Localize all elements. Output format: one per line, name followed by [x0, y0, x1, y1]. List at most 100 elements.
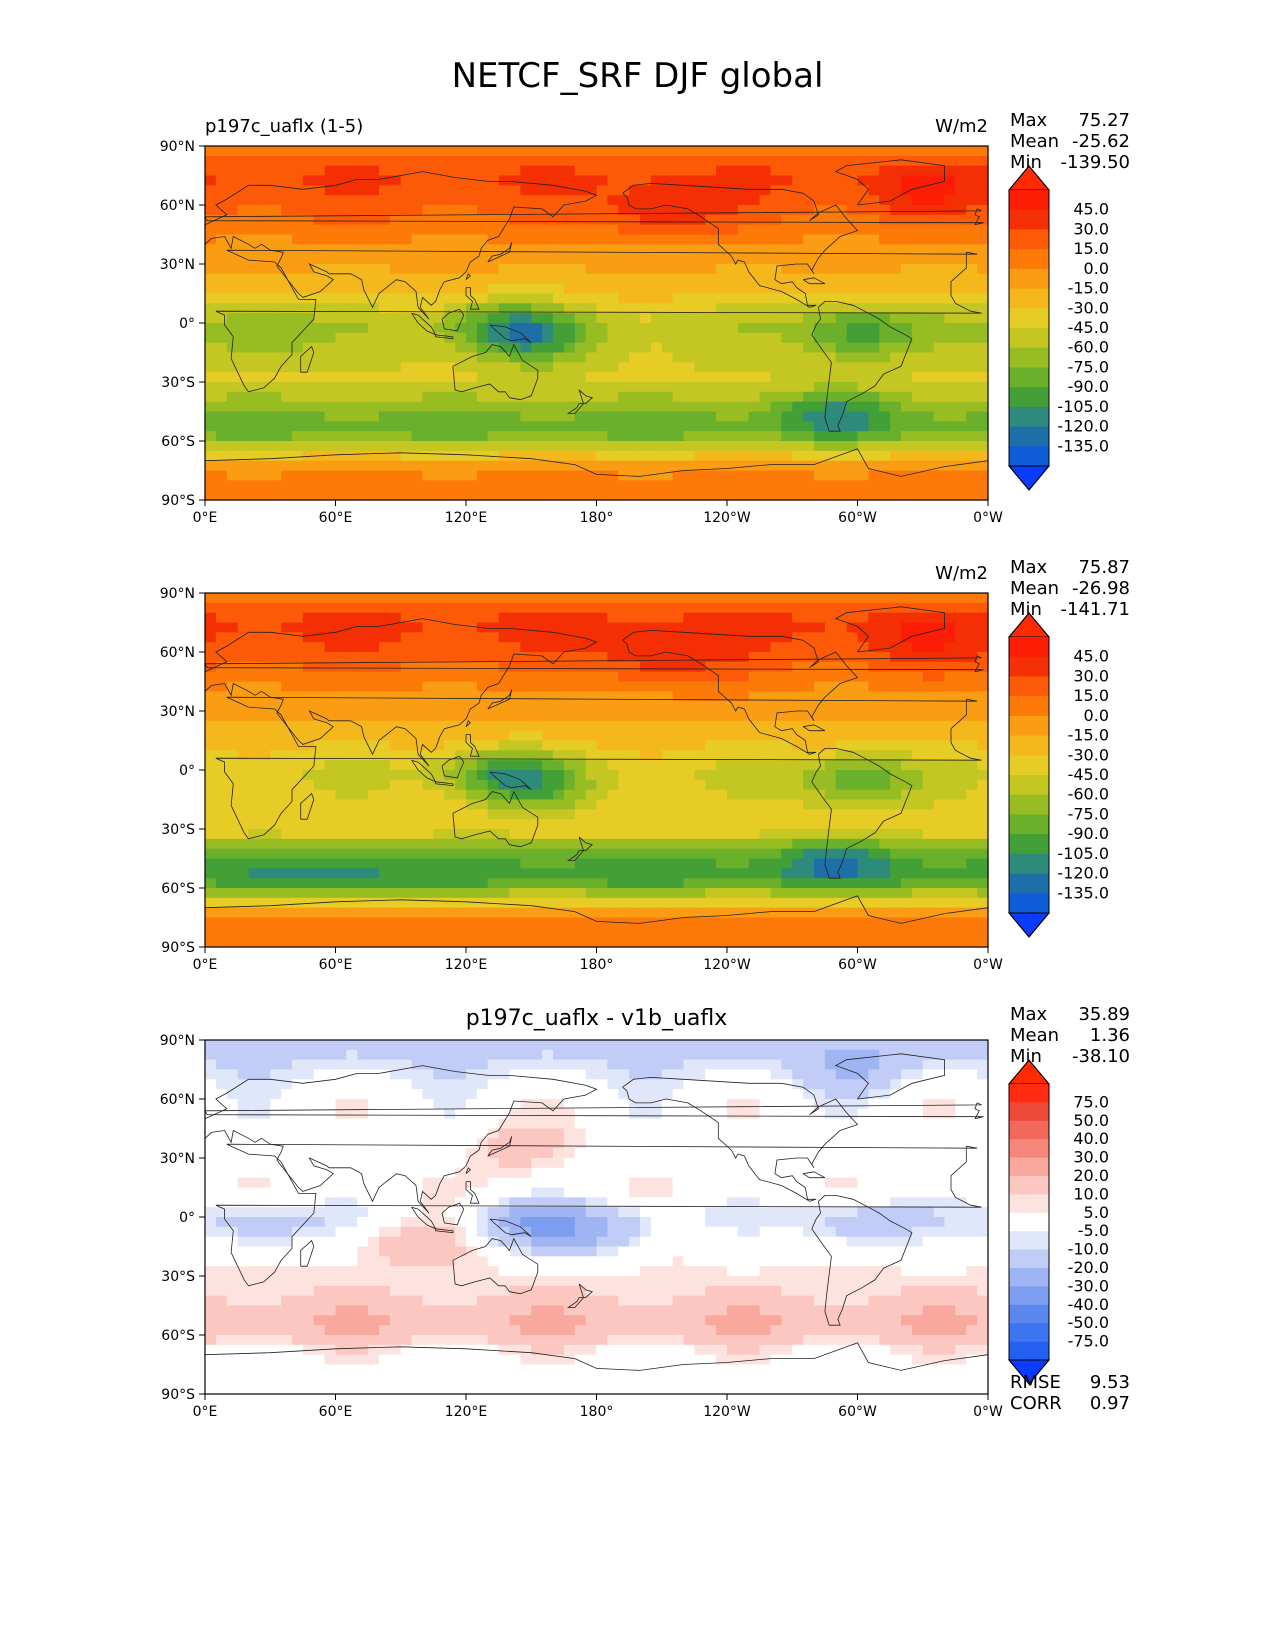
field-cell: [498, 720, 511, 732]
field-cell: [955, 770, 967, 781]
field-cell: [281, 205, 293, 216]
field-cell: [248, 254, 260, 265]
field-cell: [346, 848, 358, 860]
field-cell: [205, 642, 217, 653]
field-cell: [803, 490, 815, 501]
field-cell: [955, 661, 967, 673]
field-cell: [694, 431, 706, 442]
field-cell: [259, 362, 271, 373]
field-cell: [433, 273, 445, 285]
field-cell: [781, 661, 793, 673]
field-cell: [444, 480, 456, 491]
field-cell: [879, 382, 891, 393]
field-cell: [466, 175, 478, 186]
field-cell: [205, 421, 217, 432]
field-cell: [640, 323, 652, 334]
field-cell: [292, 264, 304, 275]
field-cell: [542, 868, 554, 879]
field-cell: [531, 214, 543, 226]
field-cell: [705, 848, 717, 860]
field-cell: [400, 214, 413, 226]
field-cell: [737, 490, 750, 501]
field-cell: [248, 470, 260, 481]
field-cell: [661, 809, 674, 820]
field-cell: [824, 175, 837, 186]
field-cell: [509, 244, 521, 255]
field-cell: [683, 799, 695, 810]
field-cell: [748, 701, 761, 712]
field-cell: [944, 779, 956, 791]
field-cell: [618, 819, 630, 830]
field-cell: [759, 342, 772, 354]
field-cell: [629, 401, 641, 413]
field-cell: [205, 195, 217, 206]
field-cell: [411, 362, 424, 373]
field-cell: [542, 819, 554, 830]
field-cell: [629, 293, 641, 304]
field-cell: [977, 214, 989, 226]
field-cell: [498, 671, 511, 683]
field-cell: [868, 165, 880, 177]
field-cell: [683, 760, 695, 771]
field-cell: [248, 593, 260, 604]
field-cell: [433, 779, 445, 791]
field-cell: [357, 165, 369, 177]
field-cell: [846, 411, 859, 422]
field-cell: [411, 323, 424, 334]
field-cell: [857, 450, 869, 462]
field-cell: [531, 323, 543, 334]
field-cell: [596, 431, 608, 442]
field-cell: [879, 303, 891, 314]
field-cell: [270, 848, 282, 860]
field-cell: [748, 661, 761, 673]
field-cell: [466, 195, 478, 206]
field-cell: [933, 450, 946, 462]
field-cell: [879, 799, 891, 810]
field-cell: [215, 730, 228, 742]
field-cell: [792, 264, 804, 275]
field-cell: [792, 382, 804, 393]
field-cell: [455, 234, 467, 245]
field-cell: [727, 391, 739, 403]
field-cell: [487, 720, 500, 732]
field-cell: [379, 750, 391, 761]
coastline: [566, 389, 594, 414]
field-cell: [433, 155, 445, 167]
field-cell: [205, 779, 217, 791]
field-cell: [487, 730, 500, 742]
field-cell: [890, 421, 902, 432]
field-cell: [270, 720, 282, 732]
field-cell: [509, 888, 521, 899]
field-cell: [694, 391, 706, 403]
field-cell: [879, 234, 891, 245]
field-cell: [868, 362, 880, 373]
field-cell: [672, 303, 685, 314]
field-cell: [640, 612, 652, 624]
field-cell: [977, 146, 989, 157]
field-cell: [444, 671, 456, 683]
field-cell: [302, 185, 315, 196]
field-cell: [574, 593, 587, 604]
field-cell: [607, 273, 619, 285]
field-cell: [759, 480, 772, 491]
field-cell: [868, 612, 880, 624]
field-cell: [716, 691, 728, 702]
field-cell: [781, 313, 793, 324]
field-cell: [563, 352, 576, 363]
field-cell: [520, 819, 532, 830]
field-cell: [455, 720, 467, 732]
field-cell: [737, 175, 750, 186]
field-cell: [846, 838, 859, 850]
field-cell: [650, 829, 663, 840]
field-cell: [650, 303, 663, 314]
field-cell: [226, 490, 239, 501]
field-cell: [814, 224, 826, 236]
field-cell: [857, 273, 869, 285]
field-cell: [313, 234, 326, 245]
field-cell: [313, 661, 326, 673]
field-cell: [629, 372, 641, 383]
field-cell: [922, 480, 935, 491]
field-cell: [933, 372, 946, 383]
field-cell: [716, 602, 728, 614]
field-cell: [259, 789, 271, 801]
